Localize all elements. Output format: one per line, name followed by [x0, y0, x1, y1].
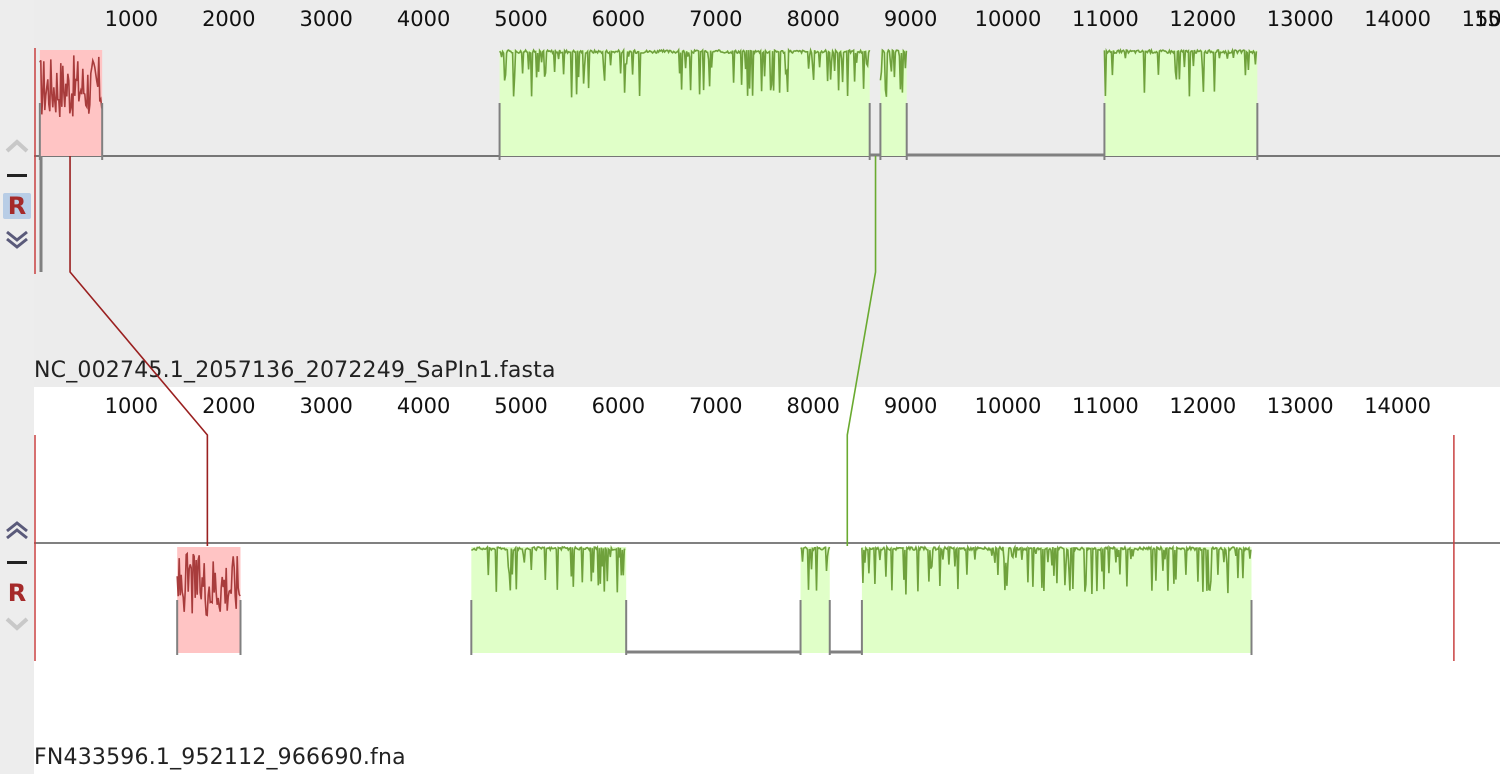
reference-button[interactable]: R — [7, 579, 27, 607]
ruler-tick-label: 1000 — [105, 394, 158, 418]
ruler-tick-label: 10000 — [975, 7, 1042, 31]
ruler-tick-label: 4000 — [397, 394, 450, 418]
chevron-up-icon — [5, 139, 29, 153]
similarity-profile — [1103, 47, 1258, 97]
genome-panel-1: R 1000 2000 3000 4000 5000 6000 7000 8000 9000 10… — [0, 0, 1500, 387]
ruler-tick-label: 12000 — [1169, 7, 1236, 31]
ruler-tick-label: 15000 — [1462, 7, 1500, 31]
ruler-tick-label: 12000 — [1169, 394, 1236, 418]
chevron-down-icon — [5, 617, 29, 631]
ruler-tick-label: 3000 — [299, 7, 352, 31]
minus-icon — [7, 174, 27, 177]
ruler-tick-label: 5000 — [494, 7, 547, 31]
move-down-button[interactable] — [3, 226, 31, 252]
sequence-name: FN433596.1_952112_966690.fna — [34, 745, 406, 770]
similarity-profile — [861, 544, 1252, 595]
chevron-down-icon — [6, 230, 28, 249]
ruler-tick-label: 14000 — [1364, 394, 1431, 418]
similarity-profile — [176, 551, 241, 617]
ruler-tick-label: 150 — [1474, 7, 1500, 31]
ruler-tick-label: 9000 — [884, 7, 937, 31]
similarity-profile — [800, 545, 831, 591]
lcb-block-green[interactable] — [1104, 50, 1258, 156]
move-up-button[interactable] — [3, 518, 31, 544]
ruler-tick-label: 6000 — [592, 7, 645, 31]
sequence-name: NC_002745.1_2057136_2072249_SaPIn1.fasta — [34, 358, 556, 383]
ruler-tick-label: 2000 — [202, 394, 255, 418]
ruler-tick-label: 13000 — [1267, 7, 1334, 31]
chevron-up-icon — [6, 521, 28, 540]
hide-genome-button[interactable] — [3, 163, 31, 189]
genome-track[interactable]: 1000 2000 3000 4000 5000 6000 7000 8000 9000 1000… — [34, 0, 1500, 387]
similarity-profile — [498, 47, 871, 98]
panel-controls: R — [0, 387, 34, 774]
ruler-tick-label: 7000 — [689, 394, 742, 418]
minus-icon — [7, 561, 27, 564]
ruler-tick-label: 7000 — [689, 7, 742, 31]
ruler-tick-label: 8000 — [786, 394, 839, 418]
genome-track[interactable]: 1000 2000 3000 4000 5000 6000 7000 8000 9000 1000… — [34, 387, 1500, 774]
ruler-tick-label: 9000 — [884, 394, 937, 418]
ruler-tick-label: 4000 — [397, 7, 450, 31]
ruler-tick-label: 13000 — [1267, 394, 1334, 418]
ruler-tick-label: 8000 — [786, 7, 839, 31]
ruler-tick-label: 14000 — [1364, 7, 1431, 31]
ruler-tick-label: 11000 — [1072, 7, 1139, 31]
ruler-tick-label: 6000 — [592, 394, 645, 418]
panel-controls: R — [0, 0, 34, 387]
similarity-profile — [471, 544, 626, 593]
genome-panel-2: R 1000 2000 3000 4000 5000 6000 7000 8000 9000 10… — [0, 387, 1500, 774]
similarity-profile — [39, 55, 103, 118]
similarity-profile — [879, 48, 908, 97]
lcb-track-canvas[interactable]: 1000 2000 3000 4000 5000 6000 7000 8000 9000 1000… — [34, 387, 1500, 774]
ruler-tick-label: 2000 — [202, 7, 255, 31]
ruler-tick-label: 5000 — [494, 394, 547, 418]
ruler-tick-label: 1000 — [105, 7, 158, 31]
ruler-tick-label: 3000 — [299, 394, 352, 418]
reference-button[interactable]: R — [3, 193, 31, 219]
hide-genome-button[interactable] — [3, 550, 31, 576]
ruler-tick-label: 10000 — [975, 394, 1042, 418]
move-up-button[interactable] — [3, 133, 31, 159]
lcb-track-canvas[interactable]: 1000 2000 3000 4000 5000 6000 7000 8000 9000 1000… — [34, 0, 1500, 387]
move-down-button[interactable] — [3, 611, 31, 637]
ruler-tick-label: 11000 — [1072, 394, 1139, 418]
